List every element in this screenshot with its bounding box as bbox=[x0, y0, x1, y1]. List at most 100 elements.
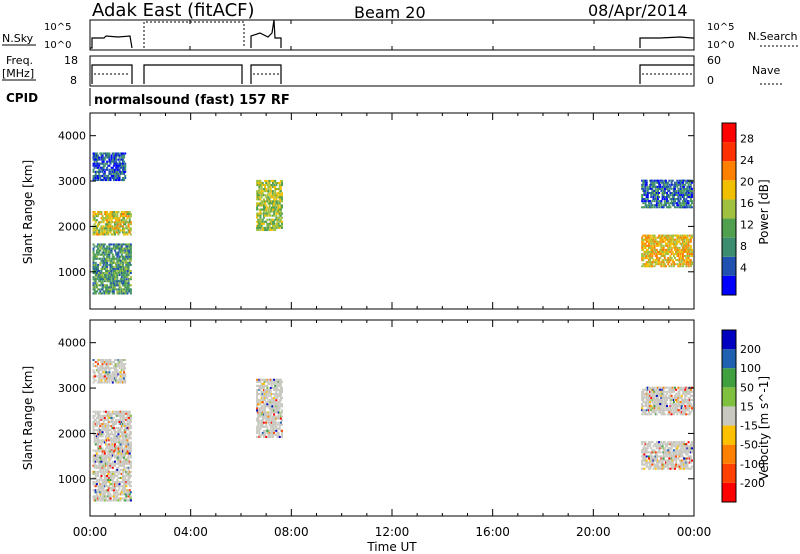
echo-cell bbox=[107, 499, 110, 502]
echo-cell bbox=[111, 282, 114, 285]
echo-cell bbox=[688, 398, 691, 401]
echo-cell bbox=[125, 215, 128, 218]
echo-cell bbox=[119, 410, 122, 413]
echo-cell bbox=[266, 226, 269, 229]
echo-cell bbox=[278, 212, 281, 215]
echo-cell bbox=[126, 263, 129, 266]
echo-cell bbox=[679, 447, 682, 450]
echo-cell bbox=[657, 259, 660, 262]
echo-cell bbox=[264, 397, 267, 400]
echo-cell bbox=[110, 472, 113, 475]
echo-cell bbox=[657, 403, 660, 406]
echo-cell bbox=[115, 284, 118, 287]
echo-cell bbox=[660, 234, 663, 237]
echo-cell bbox=[120, 476, 123, 480]
echo-cell bbox=[265, 415, 268, 418]
echo-cell bbox=[121, 152, 124, 155]
echo-cell bbox=[107, 450, 110, 453]
echo-cell bbox=[114, 429, 117, 432]
echo-cell bbox=[678, 411, 681, 414]
echo-cell bbox=[92, 286, 95, 289]
echo-cell bbox=[278, 425, 281, 428]
echo-cell bbox=[643, 234, 646, 237]
echo-cell bbox=[259, 212, 262, 215]
echo-cell bbox=[270, 226, 273, 229]
echo-cell bbox=[100, 179, 103, 182]
echo-cell bbox=[688, 234, 691, 237]
echo-cell bbox=[123, 422, 126, 426]
echo-cell bbox=[94, 412, 97, 415]
echo-cell bbox=[279, 179, 282, 182]
echo-cell bbox=[120, 219, 123, 222]
echo-cell bbox=[101, 418, 104, 421]
echo-cell bbox=[661, 413, 664, 416]
echo-cell bbox=[125, 427, 128, 430]
echo-cell bbox=[664, 242, 667, 245]
echo-cell bbox=[649, 403, 652, 406]
echo-cell bbox=[689, 261, 692, 264]
echo-cell bbox=[118, 422, 121, 426]
echo-cell bbox=[97, 485, 100, 488]
echo-cell bbox=[118, 450, 121, 453]
echo-cell bbox=[675, 252, 678, 256]
echo-cell bbox=[99, 422, 102, 426]
echo-cell bbox=[129, 466, 132, 469]
echo-cell bbox=[128, 255, 131, 258]
echo-cell bbox=[669, 461, 672, 464]
echo-cell bbox=[685, 265, 688, 268]
echo-cell bbox=[104, 225, 107, 228]
cpid-label: CPID bbox=[6, 91, 38, 105]
echo-cell bbox=[95, 375, 98, 378]
echo-cell bbox=[109, 170, 112, 173]
echo-cell bbox=[106, 257, 109, 260]
echo-cell bbox=[106, 269, 109, 273]
echo-cell bbox=[102, 458, 105, 461]
echo-cell bbox=[264, 405, 267, 408]
echo-cell bbox=[262, 415, 265, 418]
echo-cell bbox=[114, 493, 117, 496]
echo-cell bbox=[277, 405, 280, 408]
echo-cell bbox=[102, 176, 105, 180]
echo-cell bbox=[646, 185, 649, 188]
echo-cell bbox=[119, 164, 122, 167]
echo-cell bbox=[642, 263, 645, 266]
echo-cell bbox=[101, 253, 104, 256]
echo-cell bbox=[653, 409, 656, 412]
echo-cell bbox=[644, 181, 647, 184]
echo-cell bbox=[107, 466, 110, 469]
echo-cell bbox=[677, 463, 680, 466]
echo-cell bbox=[118, 284, 121, 287]
echo-cell bbox=[95, 160, 98, 163]
echo-cell bbox=[119, 359, 122, 362]
echo-cell bbox=[114, 168, 117, 171]
echo-cell bbox=[106, 375, 109, 378]
colorbar-segment bbox=[722, 387, 736, 407]
echo-cell bbox=[95, 464, 98, 467]
echo-cell bbox=[654, 455, 657, 458]
echo-cell bbox=[673, 411, 676, 414]
echo-cell bbox=[111, 215, 114, 218]
echo-cell bbox=[128, 259, 131, 262]
echo-cell bbox=[269, 210, 272, 213]
echo-cell bbox=[268, 228, 271, 231]
echo-cell bbox=[671, 183, 674, 186]
echo-cell bbox=[644, 449, 647, 452]
echo-cell bbox=[269, 386, 272, 389]
echo-cell bbox=[669, 398, 672, 401]
echo-cell bbox=[123, 456, 126, 459]
echo-cell bbox=[112, 454, 115, 457]
echo-cell bbox=[94, 476, 97, 480]
echo-cell bbox=[259, 192, 262, 195]
echo-cell bbox=[678, 409, 681, 412]
echo-cell bbox=[111, 485, 114, 488]
echo-cell bbox=[111, 288, 114, 291]
echo-cell bbox=[264, 413, 267, 416]
echo-cell bbox=[98, 445, 101, 448]
echo-cell bbox=[667, 185, 670, 188]
echo-cell bbox=[667, 246, 670, 249]
echo-cell bbox=[112, 174, 115, 177]
echo-cell bbox=[642, 202, 645, 205]
echo-cell bbox=[108, 251, 111, 254]
echo-cell bbox=[686, 453, 689, 456]
echo-cell bbox=[670, 465, 673, 468]
